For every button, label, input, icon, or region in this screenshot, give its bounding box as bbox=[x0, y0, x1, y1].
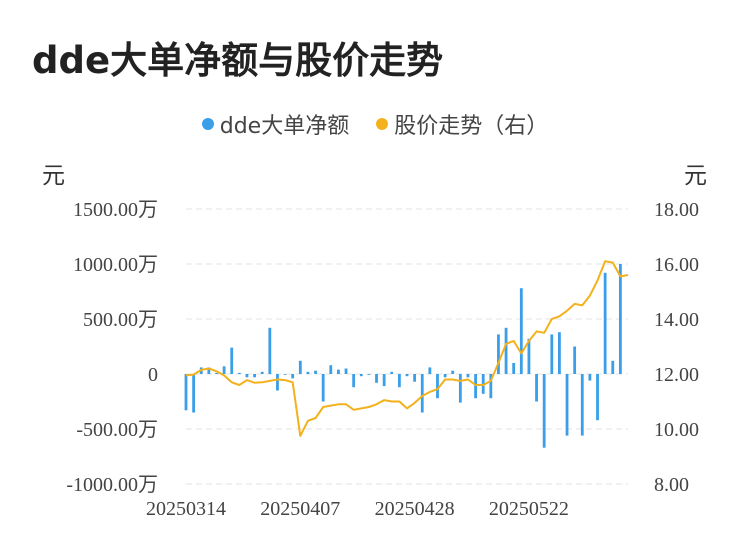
bar[interactable] bbox=[237, 372, 241, 374]
legend-dot-line-icon bbox=[376, 118, 389, 130]
bar[interactable] bbox=[611, 360, 615, 374]
price-line[interactable] bbox=[185, 260, 629, 437]
legend-item-bars[interactable]: dde大单净额 bbox=[201, 108, 350, 140]
right-tick-label: 16.00 bbox=[654, 254, 699, 276]
bar[interactable] bbox=[298, 360, 302, 374]
bar[interactable] bbox=[474, 374, 477, 399]
left-axis-unit: 元 bbox=[42, 163, 65, 189]
bar[interactable] bbox=[603, 272, 607, 374]
bar[interactable] bbox=[596, 374, 599, 421]
bar[interactable] bbox=[497, 334, 500, 374]
bar[interactable] bbox=[306, 371, 310, 374]
bar[interactable] bbox=[542, 374, 546, 448]
bar-series bbox=[184, 264, 622, 448]
chart-title: dde大单净额与股价走势 bbox=[32, 39, 444, 82]
right-tick-label: 14.00 bbox=[654, 309, 699, 331]
bar[interactable] bbox=[443, 374, 447, 378]
bar[interactable] bbox=[314, 370, 317, 374]
bar[interactable] bbox=[260, 371, 264, 374]
bar[interactable] bbox=[558, 332, 561, 374]
bar[interactable] bbox=[253, 374, 256, 378]
x-tick-label: 20250522 bbox=[489, 498, 569, 520]
bar[interactable] bbox=[535, 374, 538, 402]
bar[interactable] bbox=[329, 365, 333, 374]
bar[interactable] bbox=[352, 374, 356, 388]
bar[interactable] bbox=[390, 371, 394, 374]
x-tick-label: 20250314 bbox=[146, 498, 226, 520]
right-tick-label: 10.00 bbox=[654, 419, 699, 441]
left-axis-ticks: 1500.00万 1000.00万 500.00万 0 -500.00万 -1000.00… bbox=[66, 199, 158, 496]
bar[interactable] bbox=[291, 374, 295, 379]
bar[interactable] bbox=[375, 374, 378, 383]
line-series bbox=[185, 260, 629, 437]
bar[interactable] bbox=[428, 367, 432, 374]
right-axis-ticks: 18.00 16.00 14.00 12.00 10.00 8.00 bbox=[654, 199, 699, 496]
bar[interactable] bbox=[580, 374, 584, 436]
bar[interactable] bbox=[245, 374, 249, 378]
legend-item-line[interactable]: 股价走势（右） bbox=[376, 108, 548, 140]
bar[interactable] bbox=[405, 374, 409, 377]
left-tick-label: -500.00万 bbox=[76, 419, 158, 441]
x-tick-label: 20250407 bbox=[260, 498, 340, 520]
left-tick-label: 1500.00万 bbox=[73, 199, 158, 221]
legend-dot-bars-icon bbox=[201, 118, 214, 130]
left-tick-label: 500.00万 bbox=[83, 309, 158, 331]
bar[interactable] bbox=[337, 369, 340, 374]
bar[interactable] bbox=[451, 370, 455, 374]
legend-label-line: 股价走势（右） bbox=[394, 114, 549, 139]
bar[interactable] bbox=[436, 374, 439, 399]
bar[interactable] bbox=[413, 374, 417, 382]
right-axis-unit: 元 bbox=[684, 163, 707, 189]
bar[interactable] bbox=[466, 374, 470, 378]
legend-label-bars: dde大单净额 bbox=[219, 114, 350, 139]
bar[interactable] bbox=[222, 366, 226, 374]
bar[interactable] bbox=[359, 374, 363, 377]
bar[interactable] bbox=[565, 374, 569, 436]
bar[interactable] bbox=[527, 338, 531, 374]
bar[interactable] bbox=[618, 264, 622, 374]
left-tick-label: 0 bbox=[148, 364, 158, 386]
left-tick-label: -1000.00万 bbox=[66, 474, 158, 496]
legend: dde大单净额 股价走势（右） bbox=[0, 108, 750, 140]
bar[interactable] bbox=[489, 374, 493, 399]
bar[interactable] bbox=[230, 347, 234, 374]
right-tick-label: 12.00 bbox=[654, 364, 699, 386]
bar[interactable] bbox=[276, 374, 279, 391]
bar[interactable] bbox=[550, 334, 554, 374]
bar[interactable] bbox=[420, 374, 424, 413]
bar[interactable] bbox=[344, 368, 348, 375]
bar[interactable] bbox=[321, 374, 325, 402]
x-axis-ticks: 20250314 20250407 20250428 20250522 bbox=[146, 498, 569, 520]
bar[interactable] bbox=[192, 374, 196, 413]
bar[interactable] bbox=[207, 367, 211, 374]
bar[interactable] bbox=[504, 327, 508, 374]
left-tick-label: 1000.00万 bbox=[73, 254, 158, 276]
right-tick-label: 18.00 bbox=[654, 199, 699, 221]
bar[interactable] bbox=[519, 288, 523, 374]
bar[interactable] bbox=[573, 346, 577, 375]
bar[interactable] bbox=[367, 374, 371, 375]
bar[interactable] bbox=[215, 372, 218, 374]
x-tick-label: 20250428 bbox=[375, 498, 455, 520]
bar[interactable] bbox=[283, 374, 287, 375]
bar[interactable] bbox=[184, 374, 188, 411]
bar[interactable] bbox=[512, 363, 516, 374]
grid-lines bbox=[186, 208, 628, 485]
bar[interactable] bbox=[268, 327, 272, 374]
right-tick-label: 8.00 bbox=[654, 474, 689, 496]
bar[interactable] bbox=[397, 374, 401, 388]
bar[interactable] bbox=[458, 374, 462, 403]
bar[interactable] bbox=[588, 374, 592, 381]
bar[interactable] bbox=[382, 374, 386, 387]
